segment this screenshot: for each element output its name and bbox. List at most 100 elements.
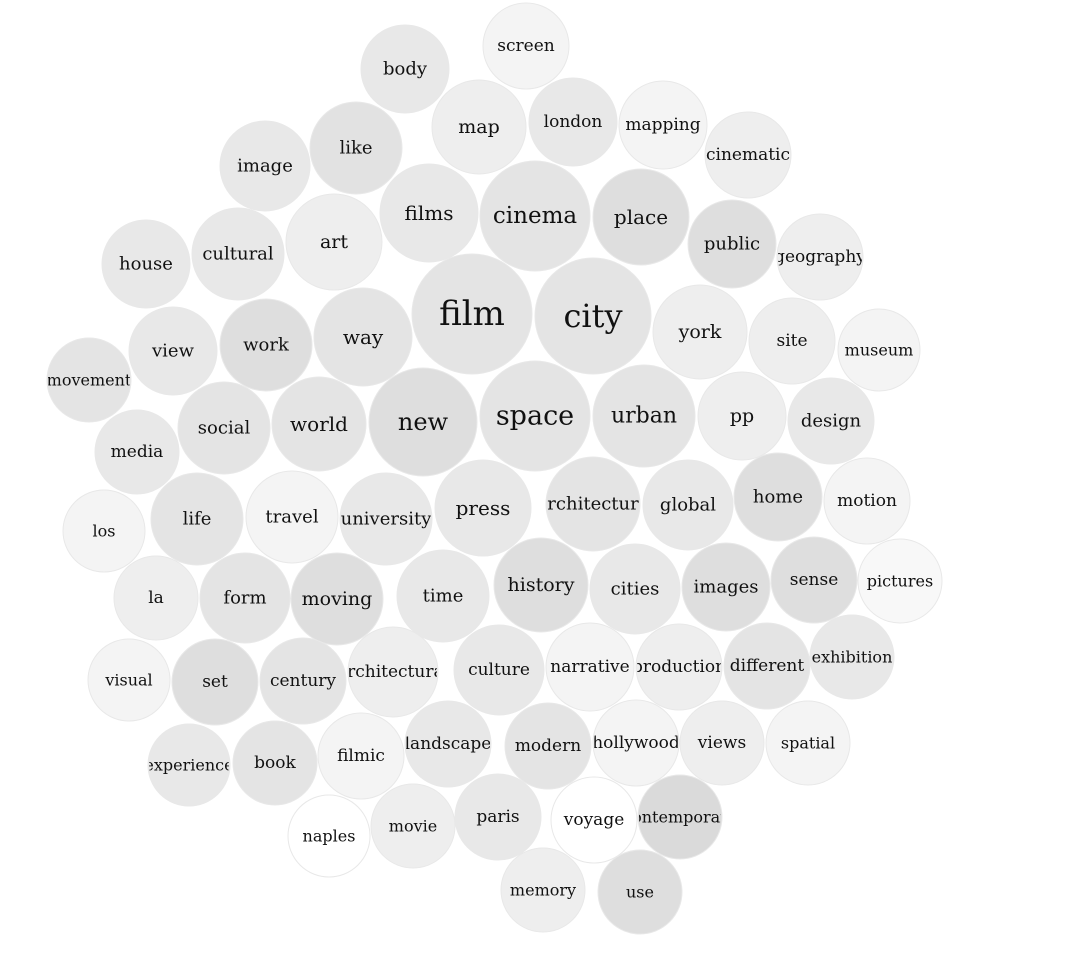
bubble-circle bbox=[434, 459, 532, 557]
bubble-circle bbox=[776, 213, 864, 301]
bubble-world: world bbox=[271, 376, 367, 472]
bubble-hollywood: hollywood bbox=[592, 699, 680, 787]
bubble-circle bbox=[748, 297, 836, 385]
bubble-circle bbox=[637, 774, 723, 860]
bubble-circle bbox=[550, 776, 638, 864]
bubble-map: map bbox=[431, 79, 527, 175]
bubble-label: city bbox=[563, 297, 622, 335]
bubble-la: la bbox=[113, 555, 199, 641]
bubble-images: images bbox=[681, 542, 771, 632]
bubble-label: experience bbox=[144, 756, 233, 775]
bubble-circle bbox=[347, 626, 439, 718]
bubble-circle bbox=[679, 700, 765, 786]
bubble-label: views bbox=[697, 733, 746, 753]
bubble-circle bbox=[191, 207, 285, 301]
bubble-architecture: architecture bbox=[545, 456, 641, 552]
bubble-label: way bbox=[343, 325, 384, 349]
bubble-movie: movie bbox=[370, 783, 456, 869]
bubble-circle bbox=[534, 257, 652, 375]
bubble-naples: naples bbox=[287, 794, 371, 878]
bubble-label: map bbox=[458, 116, 500, 138]
bubble-circle bbox=[770, 536, 858, 624]
bubble-circle bbox=[219, 120, 311, 212]
bubble-like: like bbox=[309, 101, 403, 195]
bubble-social: social bbox=[177, 381, 271, 475]
bubble-label: la bbox=[148, 588, 164, 608]
bubble-label: pictures bbox=[867, 572, 933, 591]
bubble-label: work bbox=[243, 335, 290, 356]
bubble-circle bbox=[823, 457, 911, 545]
bubble-label: architectural bbox=[337, 662, 449, 682]
bubble-label: global bbox=[660, 495, 716, 516]
bubble-label: los bbox=[93, 522, 116, 541]
bubble-history: history bbox=[493, 537, 589, 633]
bubble-circle bbox=[339, 472, 433, 566]
bubble-body: body bbox=[360, 24, 450, 114]
bubble-circle bbox=[368, 367, 478, 477]
bubble-circle bbox=[87, 638, 171, 722]
bubble-label: different bbox=[730, 656, 805, 676]
bubble-circle bbox=[857, 538, 943, 624]
bubble-city: city bbox=[534, 257, 652, 375]
bubble-label: travel bbox=[265, 507, 318, 528]
bubble-work: work bbox=[219, 298, 313, 392]
bubble-label: press bbox=[456, 496, 511, 520]
bubble-circle bbox=[618, 80, 708, 170]
bubble-circle bbox=[592, 364, 696, 468]
bubble-paris: paris bbox=[454, 773, 542, 861]
bubble-label: memory bbox=[510, 881, 576, 900]
bubble-circle bbox=[809, 614, 895, 700]
bubble-label: narrative bbox=[550, 657, 629, 677]
bubble-architectural: architectural bbox=[337, 626, 449, 718]
bubble-circle bbox=[697, 371, 787, 461]
bubble-press: press bbox=[434, 459, 532, 557]
bubble-label: geography bbox=[774, 247, 866, 267]
bubble-exhibition: exhibition bbox=[809, 614, 895, 700]
bubble-circle bbox=[765, 700, 851, 786]
bubble-circle bbox=[309, 101, 403, 195]
bubble-screen: screen bbox=[482, 2, 570, 90]
bubble-production: production bbox=[632, 623, 726, 711]
bubble-narrative: narrative bbox=[545, 622, 635, 712]
bubble-label: new bbox=[398, 408, 449, 436]
bubble-design: design bbox=[787, 377, 875, 465]
bubble-contemporary: contemporary bbox=[623, 774, 737, 860]
bubble-label: spatial bbox=[781, 734, 835, 753]
bubble-label: urban bbox=[611, 404, 677, 429]
bubble-circle bbox=[177, 381, 271, 475]
bubble-visual: visual bbox=[87, 638, 171, 722]
bubble-sense: sense bbox=[770, 536, 858, 624]
bubble-label: form bbox=[223, 588, 266, 609]
bubble-label: visual bbox=[104, 671, 152, 690]
bubble-label: view bbox=[151, 341, 195, 362]
bubble-site: site bbox=[748, 297, 836, 385]
bubble-label: contemporary bbox=[623, 808, 737, 827]
bubble-urban: urban bbox=[592, 364, 696, 468]
bubble-use: use bbox=[597, 849, 683, 935]
bubble-label: movie bbox=[389, 817, 437, 836]
bubble-circle bbox=[147, 723, 231, 807]
bubble-label: production bbox=[632, 657, 726, 677]
bubble-modern: modern bbox=[504, 702, 592, 790]
bubble-label: landscape bbox=[405, 734, 492, 754]
bubble-circle bbox=[150, 472, 244, 566]
bubble-voyage: voyage bbox=[550, 776, 638, 864]
bubble-circle bbox=[271, 376, 367, 472]
bubble-label: century bbox=[270, 671, 336, 691]
bubble-space: space bbox=[479, 360, 591, 472]
bubble-circle bbox=[259, 637, 347, 725]
bubble-pictures: pictures bbox=[857, 538, 943, 624]
bubble-place: place bbox=[592, 168, 690, 266]
bubble-geography: geography bbox=[774, 213, 866, 301]
bubble-label: naples bbox=[303, 827, 356, 846]
bubble-century: century bbox=[259, 637, 347, 725]
bubble-circle bbox=[128, 306, 218, 396]
bubble-cinema: cinema bbox=[479, 160, 591, 272]
bubble-circle bbox=[46, 337, 132, 423]
bubble-film: film bbox=[411, 253, 533, 375]
bubble-experience: experience bbox=[144, 723, 233, 807]
bubble-way: way bbox=[313, 287, 413, 387]
bubble-view: view bbox=[128, 306, 218, 396]
bubble-circle bbox=[101, 219, 191, 309]
bubble-cultural: cultural bbox=[191, 207, 285, 301]
